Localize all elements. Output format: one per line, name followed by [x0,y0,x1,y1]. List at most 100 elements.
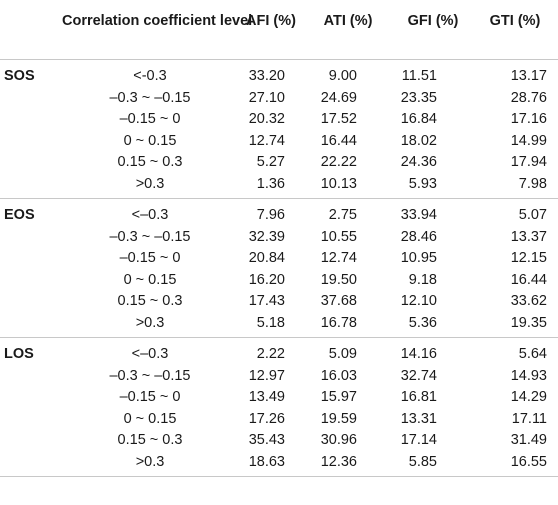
table-cell: 31.49 [510,432,547,448]
table-cell: 19.35 [510,314,547,331]
table-cell: 37.68 [320,293,357,309]
table-cell: 14.93 [510,367,547,384]
row-level: <-0.3 [133,68,167,84]
table-cell: 15.97 [320,389,357,405]
table-cell: 14.29 [510,389,547,405]
row-level: –0.3 ~ –0.15 [109,89,191,106]
table-cell: 13.31 [400,410,437,427]
table-row: –0.15 ~ 0 13.49 15.97 16.81 14.29 [0,387,558,409]
table-cell: 9.00 [328,68,357,84]
table-cell: 10.55 [320,228,357,245]
table-cell: 2.75 [328,207,357,223]
group-label: LOS [4,346,34,362]
table-cell: 2.22 [256,346,285,362]
row-level: –0.15 ~ 0 [119,389,181,405]
table-cell: 19.50 [320,271,357,288]
row-level: 0 ~ 0.15 [123,410,177,427]
group-label: SOS [4,68,35,84]
row-level: 0.15 ~ 0.3 [117,154,183,170]
table-cell: 17.43 [248,293,285,309]
group-rows: <-0.3 33.20 9.00 11.51 13.17 –0.3 ~ –0.15 27.1… [0,66,558,195]
table-row: <-0.3 33.20 9.00 11.51 13.17 [0,66,558,88]
table-cell: 10.95 [400,250,437,266]
table-row: –0.15 ~ 0 20.84 12.74 10.95 12.15 [0,248,558,270]
table-cell: 28.46 [400,228,437,245]
table-cell: 10.13 [320,175,357,192]
table-cell: 17.94 [510,154,547,170]
table-cell: 24.69 [320,89,357,106]
table-cell: 14.99 [510,132,547,149]
table-cell: 16.84 [400,111,437,127]
table-cell: 27.10 [248,89,285,106]
group-rows: <–0.3 7.96 2.75 33.94 5.07 –0.3 ~ –0.15 32.39 1… [0,205,558,334]
row-level: <–0.3 [131,207,169,223]
table-cell: 32.39 [248,228,285,245]
table-cell: 33.20 [248,68,285,84]
table-row: 0.15 ~ 0.3 35.43 30.96 17.14 31.49 [0,430,558,452]
table-cell: 7.96 [256,207,285,223]
table-body: SOS <-0.3 33.20 9.00 11.51 13.17 –0.3 ~ –0.15 2… [0,60,558,477]
table-cell: 23.35 [400,89,437,106]
table-cell: 20.32 [248,111,285,127]
header-gfi: GFI (%) [407,13,459,29]
table-cell: 14.16 [400,346,437,362]
header-gti: GTI (%) [489,13,541,29]
table-cell: 5.85 [408,453,437,470]
table-row: >0.3 1.36 10.13 5.93 7.98 [0,174,558,196]
table-cell: 20.84 [248,250,285,266]
table-row: 0 ~ 0.15 17.26 19.59 13.31 17.11 [0,409,558,431]
table-cell: 35.43 [248,432,285,448]
data-table: Correlation coefficient level AFI (%) AT… [0,0,558,477]
table-cell: 12.97 [248,367,285,384]
table-cell: 17.26 [248,410,285,427]
table-row: –0.3 ~ –0.15 12.97 16.03 32.74 14.93 [0,366,558,388]
table-cell: 13.37 [510,228,547,245]
table-cell: 12.15 [510,250,547,266]
table-cell: 22.22 [320,154,357,170]
table-cell: 1.36 [256,175,285,192]
table-cell: 13.49 [248,389,285,405]
row-level: >0.3 [135,175,165,192]
table-cell: 16.55 [510,453,547,470]
table-row: >0.3 5.18 16.78 5.36 19.35 [0,313,558,335]
table-row: 0 ~ 0.15 16.20 19.50 9.18 16.44 [0,270,558,292]
table-header: Correlation coefficient level AFI (%) AT… [0,0,558,60]
table-cell: 16.78 [320,314,357,331]
row-level: –0.15 ~ 0 [119,250,181,266]
row-level: –0.3 ~ –0.15 [109,367,191,384]
table-cell: 5.93 [408,175,437,192]
table-cell: 32.74 [400,367,437,384]
table-cell: 33.62 [510,293,547,309]
row-level: –0.15 ~ 0 [119,111,181,127]
table-cell: 16.03 [320,367,357,384]
table-cell: 17.11 [511,410,547,427]
table-cell: 5.64 [518,346,547,362]
table-row: 0 ~ 0.15 12.74 16.44 18.02 14.99 [0,131,558,153]
table-row: –0.3 ~ –0.15 32.39 10.55 28.46 13.37 [0,227,558,249]
table-cell: 7.98 [518,175,547,192]
table-row: <–0.3 7.96 2.75 33.94 5.07 [0,205,558,227]
header-ati: ATI (%) [323,13,373,29]
table-cell: 9.18 [408,271,437,288]
table-cell: 24.36 [400,154,437,170]
table-cell: 5.07 [518,207,547,223]
table-cell: 5.18 [256,314,285,331]
table-row: 0.15 ~ 0.3 5.27 22.22 24.36 17.94 [0,152,558,174]
table-cell: 5.36 [408,314,437,331]
table-cell: 5.09 [328,346,357,362]
header-afi: AFI (%) [246,13,296,29]
table-cell: 12.36 [320,453,357,470]
row-level: >0.3 [135,314,165,331]
table-cell: 16.44 [320,132,357,149]
table-cell: 13.17 [510,68,547,84]
row-level: 0.15 ~ 0.3 [117,432,183,448]
table-row: –0.3 ~ –0.15 27.10 24.69 23.35 28.76 [0,88,558,110]
table-cell: 30.96 [320,432,357,448]
table-cell: 33.94 [400,207,437,223]
table-cell: 12.10 [400,293,437,309]
row-level: 0.15 ~ 0.3 [117,293,183,309]
table-group-eos: EOS <–0.3 7.96 2.75 33.94 5.07 –0.3 ~ –0.15 32.… [0,199,558,338]
table-cell: 19.59 [320,410,357,427]
row-level: –0.3 ~ –0.15 [109,228,191,245]
group-label: EOS [4,207,35,223]
